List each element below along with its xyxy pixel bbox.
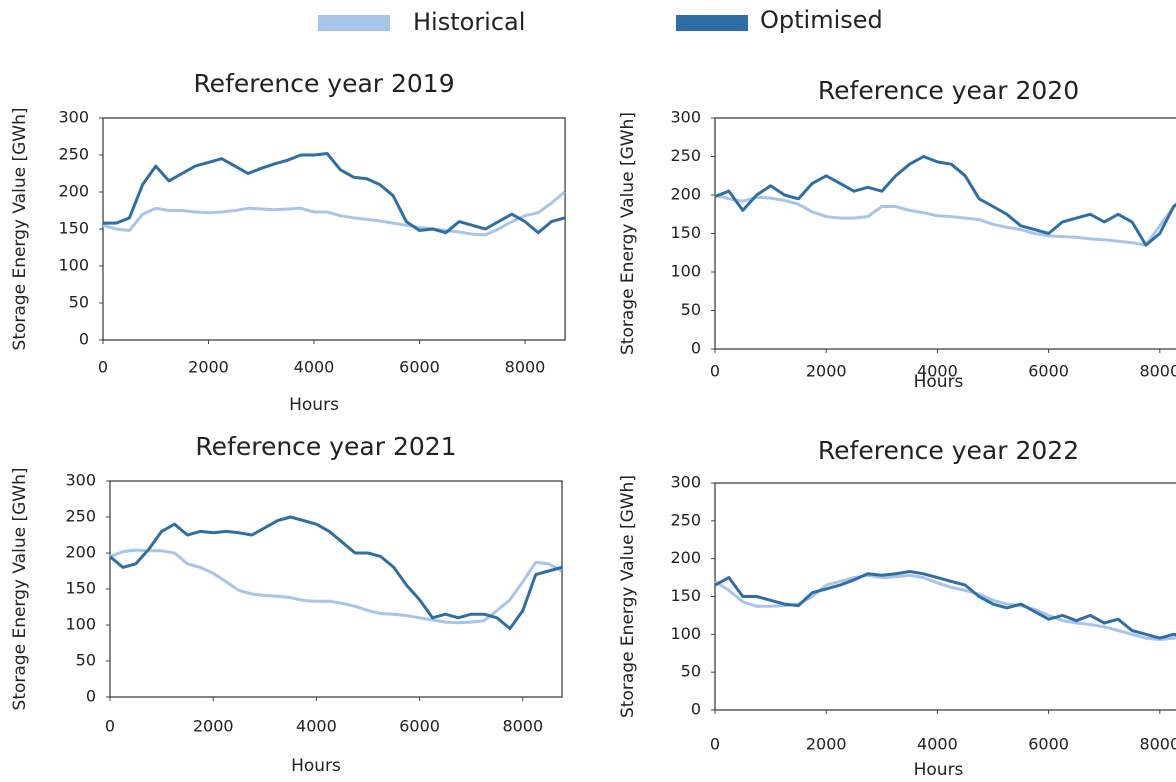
x-tick-label: 2000 bbox=[193, 717, 234, 736]
y-axis-label: Storage Energy Value [GWh] bbox=[618, 112, 638, 355]
legend-label: Historical bbox=[413, 8, 525, 36]
y-tick-label: 150 bbox=[58, 219, 89, 238]
x-tick-label: 4000 bbox=[917, 362, 958, 381]
y-tick-label: 300 bbox=[58, 108, 89, 127]
y-tick-label: 200 bbox=[670, 185, 701, 204]
y-tick-label: 50 bbox=[681, 662, 701, 681]
legend-label: Optimised bbox=[760, 6, 883, 34]
x-tick-label: 8000 bbox=[505, 358, 546, 377]
plot-frame bbox=[714, 117, 1176, 350]
x-tick-label: 2000 bbox=[188, 358, 229, 377]
y-tick-label: 300 bbox=[65, 471, 96, 490]
x-axis-label: Hours bbox=[914, 372, 964, 392]
x-tick-label: 6000 bbox=[1028, 735, 1069, 754]
x-tick-label: 8000 bbox=[1139, 735, 1176, 754]
legend-swatch bbox=[676, 15, 748, 31]
y-tick-label: 100 bbox=[670, 262, 701, 281]
x-tick-label: 0 bbox=[710, 362, 720, 381]
y-tick-label: 200 bbox=[65, 543, 96, 562]
y-tick-label: 200 bbox=[58, 182, 89, 201]
chart-title: Reference year 2022 bbox=[818, 436, 1079, 465]
plot-frame bbox=[102, 117, 566, 341]
x-tick-label: 4000 bbox=[296, 717, 337, 736]
legend-swatch bbox=[318, 15, 390, 31]
y-tick-label: 100 bbox=[58, 256, 89, 275]
y-tick-label: 250 bbox=[670, 146, 701, 165]
x-axis-label: Hours bbox=[289, 395, 339, 415]
y-axis-label: Storage Energy Value [GWh] bbox=[618, 475, 638, 718]
y-tick-label: 300 bbox=[670, 473, 701, 492]
y-tick-label: 50 bbox=[76, 651, 96, 670]
y-tick-label: 150 bbox=[65, 579, 96, 598]
y-tick-label: 100 bbox=[65, 615, 96, 634]
y-axis-label: Storage Energy Value [GWh] bbox=[10, 468, 30, 711]
x-tick-label: 4000 bbox=[917, 735, 958, 754]
plot-frame bbox=[714, 482, 1176, 711]
y-tick-label: 0 bbox=[691, 339, 701, 358]
y-tick-label: 250 bbox=[65, 507, 96, 526]
series-line bbox=[109, 548, 563, 625]
y-tick-label: 200 bbox=[670, 548, 701, 567]
y-axis-label: Storage Energy Value [GWh] bbox=[10, 108, 30, 351]
x-tick-label: 6000 bbox=[399, 717, 440, 736]
y-tick-label: 0 bbox=[86, 687, 96, 706]
y-tick-label: 300 bbox=[670, 108, 701, 127]
series-line bbox=[714, 193, 1176, 247]
y-tick-label: 150 bbox=[670, 586, 701, 605]
series-line bbox=[109, 515, 562, 631]
y-tick-label: 150 bbox=[670, 223, 701, 242]
series-line bbox=[714, 155, 1176, 247]
x-tick-label: 0 bbox=[105, 717, 115, 736]
y-tick-label: 250 bbox=[58, 145, 89, 164]
x-tick-label: 6000 bbox=[1028, 362, 1069, 381]
x-tick-label: 8000 bbox=[1139, 362, 1176, 381]
y-tick-label: 50 bbox=[681, 300, 701, 319]
series-line bbox=[714, 570, 1176, 640]
chart-title: Reference year 2021 bbox=[195, 432, 456, 461]
series-line bbox=[103, 152, 566, 235]
series-line bbox=[714, 573, 1176, 642]
series-line bbox=[102, 190, 566, 237]
x-tick-label: 6000 bbox=[399, 358, 440, 377]
chart-title: Reference year 2020 bbox=[818, 76, 1079, 105]
x-tick-label: 2000 bbox=[806, 362, 847, 381]
x-axis-label: Hours bbox=[291, 756, 341, 776]
x-tick-label: 4000 bbox=[294, 358, 335, 377]
x-tick-label: 8000 bbox=[502, 717, 543, 736]
x-tick-label: 2000 bbox=[806, 735, 847, 754]
y-tick-label: 0 bbox=[79, 330, 89, 349]
chart-title: Reference year 2019 bbox=[193, 69, 454, 98]
plot-frame bbox=[109, 480, 563, 698]
x-axis-label: Hours bbox=[914, 760, 964, 780]
x-tick-label: 0 bbox=[710, 735, 720, 754]
y-tick-label: 0 bbox=[691, 700, 701, 719]
y-tick-label: 50 bbox=[69, 293, 89, 312]
y-tick-label: 100 bbox=[670, 624, 701, 643]
y-tick-label: 250 bbox=[670, 510, 701, 529]
x-tick-label: 0 bbox=[98, 358, 108, 377]
